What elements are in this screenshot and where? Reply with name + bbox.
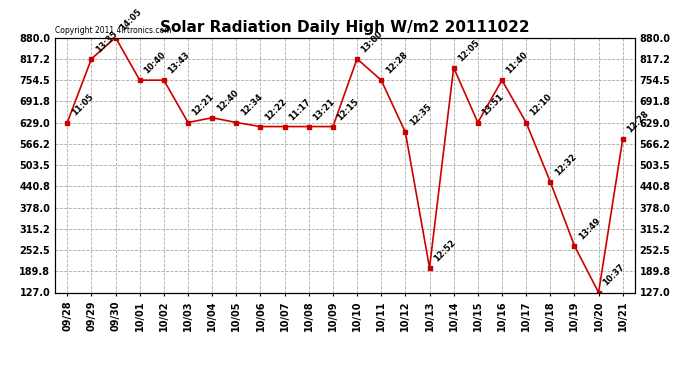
Text: 12:52: 12:52 <box>432 238 457 263</box>
Text: 14:05: 14:05 <box>118 8 144 33</box>
Text: 10:40: 10:40 <box>142 50 168 76</box>
Text: 13:43: 13:43 <box>166 50 192 76</box>
Title: Solar Radiation Daily High W/m2 20111022: Solar Radiation Daily High W/m2 20111022 <box>160 20 530 35</box>
Text: 12:21: 12:21 <box>190 93 216 118</box>
Text: 13:00: 13:00 <box>359 29 384 54</box>
Text: 12:05: 12:05 <box>456 38 482 63</box>
Text: 13:49: 13:49 <box>577 216 602 241</box>
Text: 12:28: 12:28 <box>625 109 651 135</box>
Text: 12:40: 12:40 <box>215 88 240 113</box>
Text: 12:32: 12:32 <box>553 152 578 177</box>
Text: 12:22: 12:22 <box>263 97 288 122</box>
Text: 12:28: 12:28 <box>384 50 409 76</box>
Text: 12:15: 12:15 <box>335 97 361 122</box>
Text: Copyright 2011 4lrtronics.com: Copyright 2011 4lrtronics.com <box>55 26 172 35</box>
Text: 12:34: 12:34 <box>239 93 264 118</box>
Text: 12:10: 12:10 <box>529 93 554 118</box>
Text: 11:05: 11:05 <box>70 93 95 118</box>
Text: 11:17: 11:17 <box>287 97 313 122</box>
Text: 12:35: 12:35 <box>408 102 433 128</box>
Text: 10:37: 10:37 <box>601 263 626 288</box>
Text: 13:35: 13:35 <box>94 29 119 54</box>
Text: 13:21: 13:21 <box>311 97 337 122</box>
Text: 13:51: 13:51 <box>480 93 506 118</box>
Text: 11:40: 11:40 <box>504 50 530 76</box>
